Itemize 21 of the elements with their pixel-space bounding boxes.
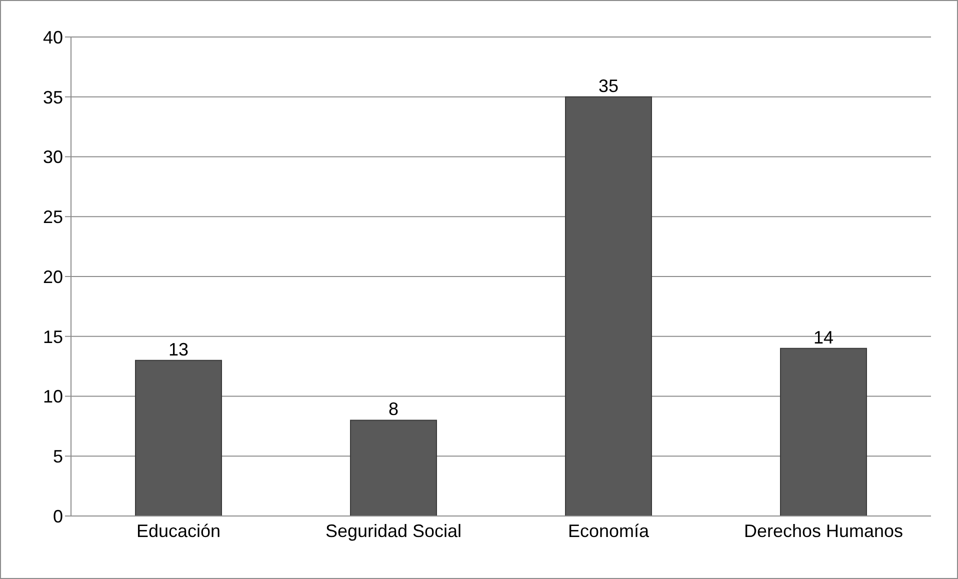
- x-tick-label: Derechos Humanos: [744, 520, 904, 541]
- y-tick-label: 20: [42, 266, 63, 287]
- y-tick-label: 30: [42, 147, 63, 168]
- bar: [565, 96, 652, 516]
- x-tick-label: Seguridad Social: [325, 520, 462, 541]
- y-tick-label: 10: [42, 386, 63, 407]
- y-tick-label: 35: [42, 87, 63, 108]
- y-tick-label: 40: [42, 27, 63, 48]
- data-label: 14: [813, 327, 834, 348]
- bar: [350, 420, 437, 516]
- bar: [780, 348, 867, 516]
- x-tick-label: Educación: [136, 520, 221, 541]
- y-tick-label: 15: [42, 326, 63, 347]
- y-tick-label: 25: [42, 207, 63, 228]
- data-label: 35: [598, 76, 619, 96]
- bar: [135, 360, 222, 516]
- y-tick-label: 0: [52, 506, 63, 526]
- x-tick-label: Economía: [568, 520, 650, 541]
- data-label: 13: [168, 339, 189, 360]
- data-label: 8: [388, 399, 399, 420]
- y-tick-label: 5: [52, 446, 63, 467]
